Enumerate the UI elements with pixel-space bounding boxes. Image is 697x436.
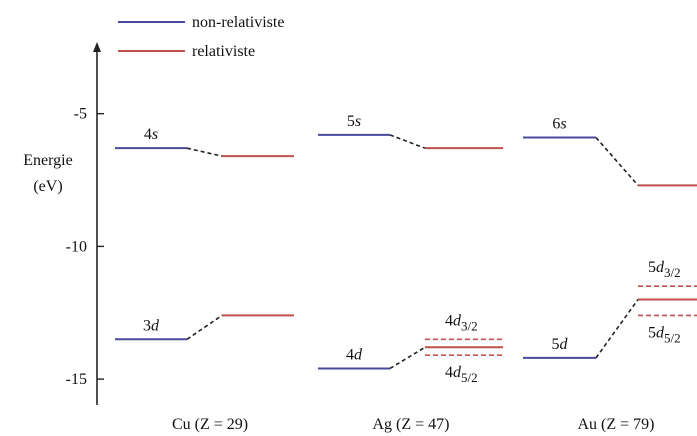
orbital-label-cu-4s: 4s: [144, 126, 158, 143]
connector-ag-5s: [389, 134, 426, 149]
y-tick-label: -5: [74, 106, 87, 123]
split-label-au-3-2: 5d3/2: [648, 259, 681, 280]
y-tick-label: -15: [66, 371, 87, 388]
group-label-cu: Cu (Z = 29): [172, 416, 248, 433]
split-label-ag-3-2: 4d3/2: [445, 312, 478, 333]
connector-cu-3d: [186, 314, 223, 340]
legend-label-nonrel: non-relativiste: [192, 14, 284, 31]
orbital-label-au-6s: 6s: [552, 116, 566, 133]
orbital-label-au-5d: 5d: [552, 336, 569, 353]
y-tick-label: -10: [66, 238, 87, 255]
group-labels: Cu (Z = 29) Ag (Z = 47) Au (Z = 79): [172, 416, 655, 433]
group-label-ag: Ag (Z = 47): [372, 416, 449, 433]
split-label-ag-5-2: 4d5/2: [445, 364, 478, 385]
y-axis: -5 -10 -15 Energie (eV): [23, 42, 104, 405]
orbital-label-ag-4d: 4d: [346, 346, 363, 363]
connector-ag-4d: [389, 346, 426, 370]
y-axis-arrowhead: [93, 42, 101, 52]
legend-label-rel: relativiste: [192, 43, 255, 60]
y-axis-label: Energie: [23, 152, 72, 169]
orbital-label-cu-3d: 3d: [143, 317, 160, 334]
connector-au-5d: [595, 299, 639, 359]
legend: non-relativiste relativiste: [118, 14, 284, 60]
connector-cu-4s: [186, 147, 223, 157]
y-axis-unit: (eV): [33, 178, 62, 195]
connector-au-6s: [595, 137, 639, 186]
orbital-label-ag-5s: 5s: [347, 113, 361, 130]
energy-levels: 4s 3d 5s 4d 4d3/2 4d5/2 6s 5d 5d3/2 5d5/2: [115, 113, 697, 385]
split-label-au-5-2: 5d5/2: [648, 324, 681, 345]
group-label-au: Au (Z = 79): [577, 416, 654, 433]
